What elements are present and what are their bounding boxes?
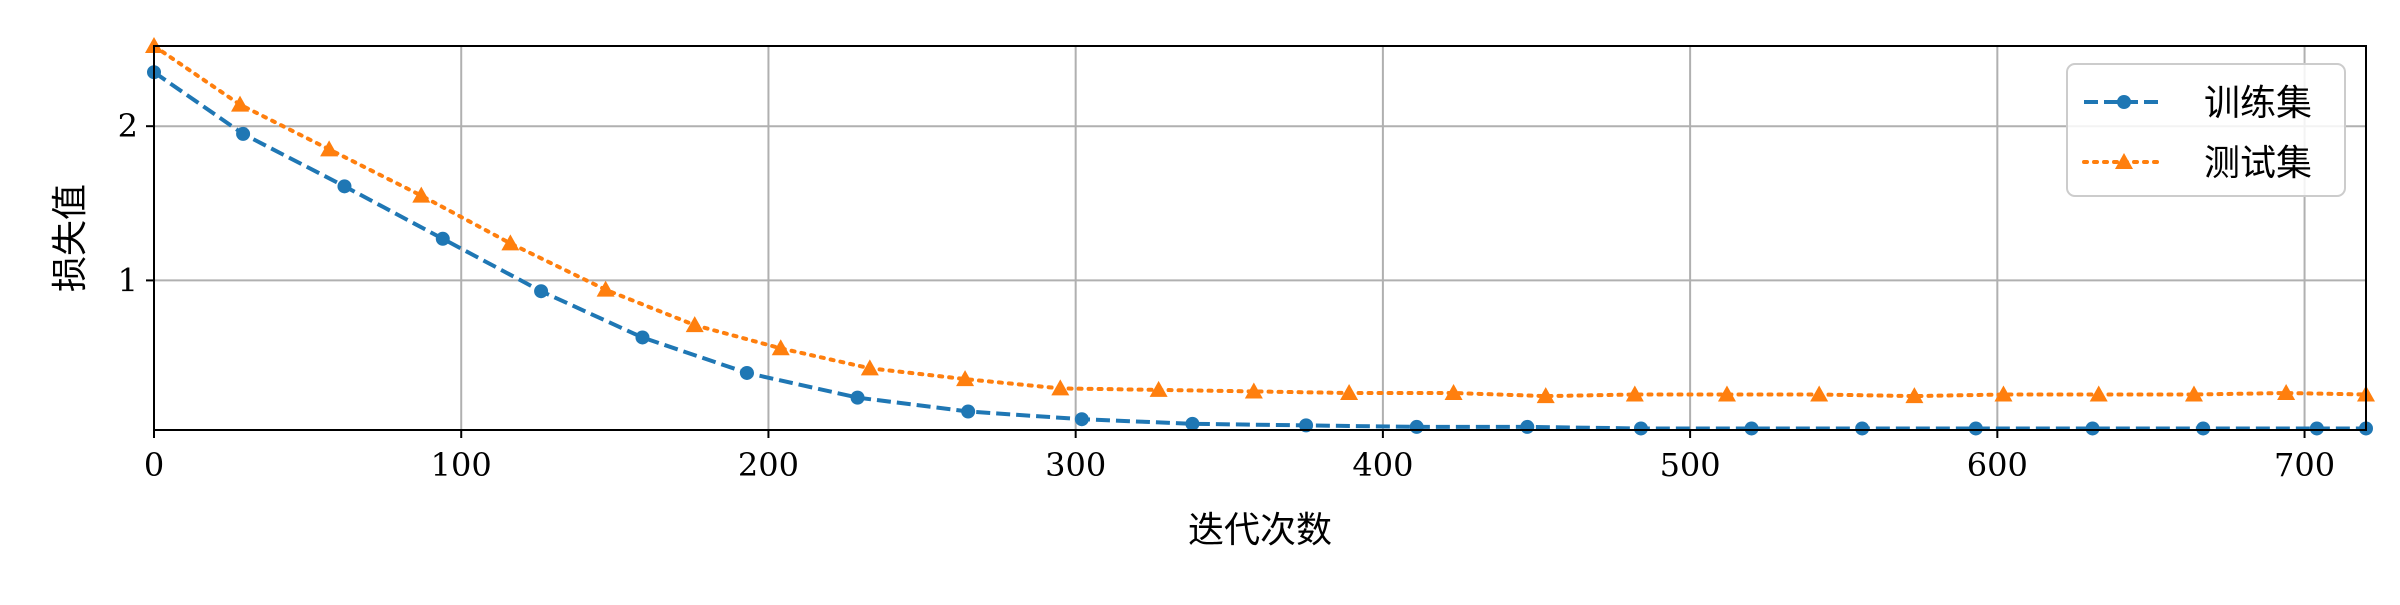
- data-point: [685, 316, 704, 333]
- data-point: [2309, 421, 2324, 436]
- data-point: [1717, 385, 1736, 402]
- data-point: [1051, 379, 1070, 396]
- data-point: [1810, 385, 1829, 402]
- data-point: [860, 359, 879, 376]
- data-point: [435, 231, 450, 246]
- x-tick-label: 400: [1352, 446, 1413, 484]
- legend-item-test[interactable]: 测试集: [2082, 143, 2312, 184]
- legend-label-train: 训练集: [2204, 83, 2312, 124]
- y-tick-label: 1: [118, 261, 138, 299]
- data-point: [2089, 385, 2108, 402]
- data-point: [320, 140, 339, 157]
- data-point: [850, 390, 865, 405]
- legend-item-train[interactable]: 训练集: [2084, 83, 2312, 124]
- data-point: [1074, 412, 1089, 427]
- data-point: [739, 365, 754, 380]
- data-point: [956, 370, 975, 387]
- y-tick-label: 2: [118, 107, 138, 145]
- series-line: [152, 70, 2366, 431]
- data-point: [1149, 380, 1168, 397]
- data-point: [337, 179, 352, 194]
- x-tick-label: 600: [1967, 446, 2028, 484]
- data-point: [1625, 385, 1644, 402]
- y-axis-title: 损失值: [50, 184, 91, 292]
- legend: 训练集 测试集: [2066, 63, 2346, 197]
- series-2: [145, 37, 2375, 404]
- data-point: [635, 330, 650, 345]
- data-point: [1409, 419, 1424, 434]
- data-point: [961, 404, 976, 419]
- data-point: [1444, 383, 1463, 400]
- x-tick-label: 300: [1045, 446, 1106, 484]
- data-point: [1185, 416, 1200, 431]
- plot-frame: [153, 45, 2367, 431]
- data-point: [534, 284, 549, 299]
- data-point: [1968, 421, 1983, 436]
- data-point: [1905, 387, 1924, 404]
- ticks: 0 100 200 300 400 500 600 700 1 2: [118, 107, 2335, 484]
- data-point: [1299, 418, 1314, 433]
- legend-label-test: 测试集: [2204, 143, 2312, 184]
- data-point: [1633, 421, 1648, 436]
- data-point: [412, 186, 431, 203]
- data-point: [2085, 421, 2100, 436]
- data-point: [1244, 382, 1263, 399]
- data-point: [1520, 419, 1535, 434]
- data-point: [1536, 387, 1555, 404]
- x-axis-title: 迭代次数: [1188, 510, 1332, 551]
- data-point: [596, 280, 615, 297]
- data-point: [2196, 421, 2211, 436]
- x-tick-label: 700: [2274, 446, 2335, 484]
- x-tick-label: 0: [144, 446, 164, 484]
- data-point: [1855, 421, 1870, 436]
- data-point: [1340, 383, 1359, 400]
- data-point: [231, 95, 250, 112]
- data-point: [2277, 383, 2296, 400]
- x-tick-label: 500: [1660, 446, 1721, 484]
- legend-marker-test-icon: [2115, 153, 2133, 169]
- x-tick-label: 200: [738, 446, 799, 484]
- legend-marker-train-icon: [2117, 95, 2131, 109]
- data-point: [771, 339, 790, 356]
- x-tick-label: 100: [431, 446, 492, 484]
- data-point: [501, 234, 520, 251]
- data-point: [1994, 385, 2013, 402]
- data-point: [2184, 385, 2203, 402]
- data-point: [1744, 421, 1759, 436]
- data-point: [236, 126, 251, 141]
